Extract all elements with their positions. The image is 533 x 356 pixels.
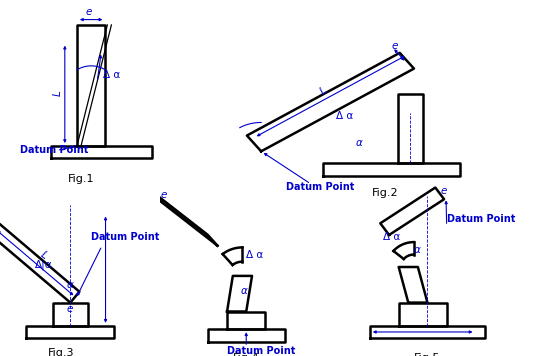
Text: Δ α: Δ α: [383, 232, 401, 242]
Text: Datum Point: Datum Point: [92, 232, 160, 242]
Text: Δ α: Δ α: [103, 70, 120, 80]
Text: e: e: [392, 41, 398, 51]
Text: Datum Point: Datum Point: [447, 215, 515, 225]
Text: α: α: [240, 286, 247, 296]
Text: Fig.2: Fig.2: [372, 188, 399, 198]
Text: Fig.4: Fig.4: [233, 354, 260, 356]
Text: Fig.1: Fig.1: [68, 174, 94, 184]
Text: L: L: [39, 250, 49, 261]
Text: Δ|α: Δ|α: [35, 259, 53, 269]
Text: e: e: [440, 186, 447, 196]
Text: Fig.5: Fig.5: [414, 354, 441, 356]
Text: e: e: [160, 190, 167, 200]
Text: Datum Point: Datum Point: [286, 182, 354, 192]
Text: L: L: [318, 85, 328, 96]
Text: α: α: [414, 245, 421, 255]
Text: Δ α: Δ α: [246, 250, 263, 260]
Text: α: α: [356, 137, 362, 147]
Text: Δ α: Δ α: [336, 111, 353, 121]
Text: e: e: [86, 7, 92, 17]
Text: Fig.3: Fig.3: [49, 348, 75, 356]
Text: L: L: [53, 90, 63, 96]
Text: Datum Point: Datum Point: [227, 346, 295, 356]
Text: e: e: [67, 304, 73, 314]
Text: α: α: [67, 281, 74, 290]
Text: Datum Point: Datum Point: [20, 145, 88, 155]
